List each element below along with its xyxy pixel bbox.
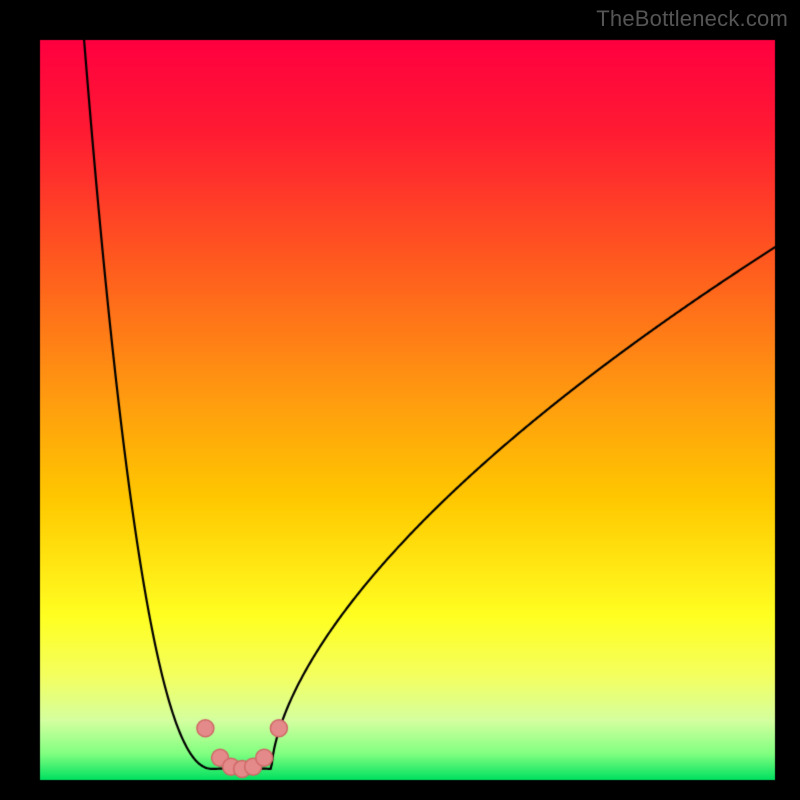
bottleneck-curve-chart: [0, 0, 800, 800]
watermark-label: TheBottleneck.com: [596, 6, 788, 32]
chart-stage: TheBottleneck.com: [0, 0, 800, 800]
